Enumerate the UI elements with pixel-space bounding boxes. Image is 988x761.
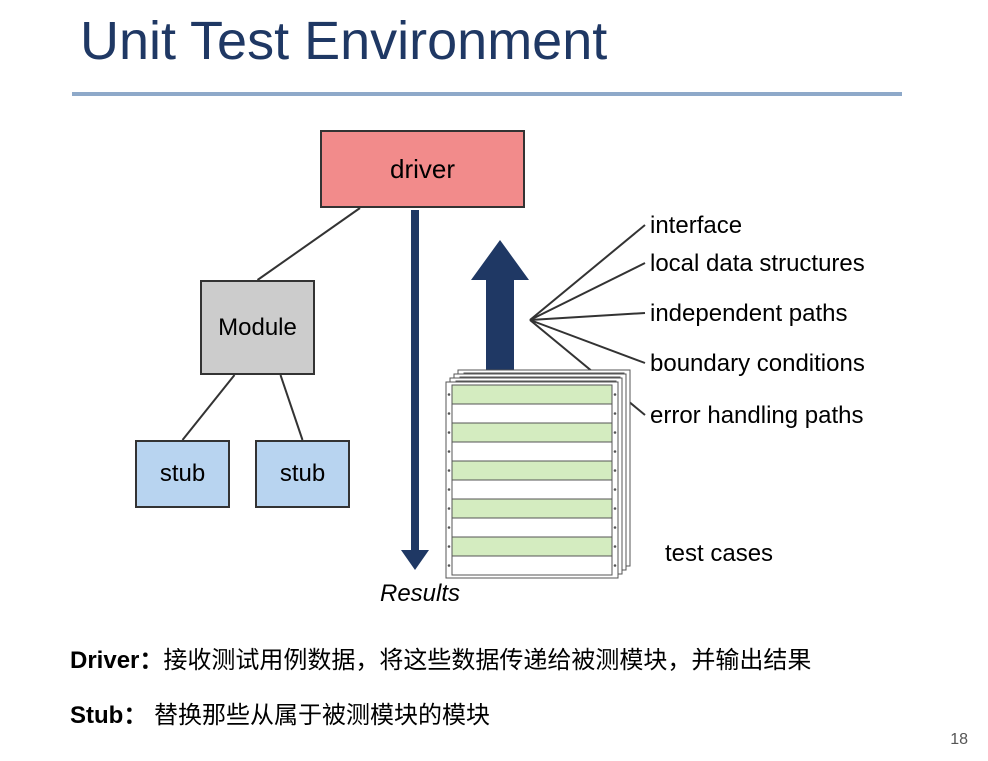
stub-label-2: stub [280, 460, 325, 488]
list-item-boundary: boundary conditions [650, 350, 865, 378]
results-label: Results [380, 580, 460, 608]
footer-stub-bold: Stub： [70, 702, 147, 729]
list-item-local-data: local data structures [650, 250, 865, 278]
stub-label-1: stub [160, 460, 205, 488]
list-item-error-handling: error handling paths [650, 402, 863, 430]
footer-stub-text: 替换那些从属于被测模块的模块 [147, 702, 490, 729]
driver-label: driver [390, 154, 455, 185]
module-label: Module [218, 314, 297, 342]
stub-box-2: stub [255, 440, 350, 508]
testcases-label: test cases [665, 540, 773, 568]
slide: Unit Test Environment driver Module stub… [0, 0, 988, 761]
footer-driver: Driver：接收测试用例数据，将这些数据传递给被测模块，并输出结果 [70, 640, 811, 675]
list-item-independent-paths: independent paths [650, 300, 848, 328]
list-item-interface: interface [650, 212, 742, 240]
module-box: Module [200, 280, 315, 375]
page-number: 18 [950, 731, 968, 749]
footer-driver-bold: Driver： [70, 647, 163, 674]
driver-box: driver [320, 130, 525, 208]
footer-stub: Stub： 替换那些从属于被测模块的模块 [70, 695, 490, 730]
stub-box-1: stub [135, 440, 230, 508]
title-underline [72, 92, 902, 96]
slide-title: Unit Test Environment [80, 10, 607, 72]
footer-driver-text: 接收测试用例数据，将这些数据传递给被测模块，并输出结果 [163, 647, 811, 674]
